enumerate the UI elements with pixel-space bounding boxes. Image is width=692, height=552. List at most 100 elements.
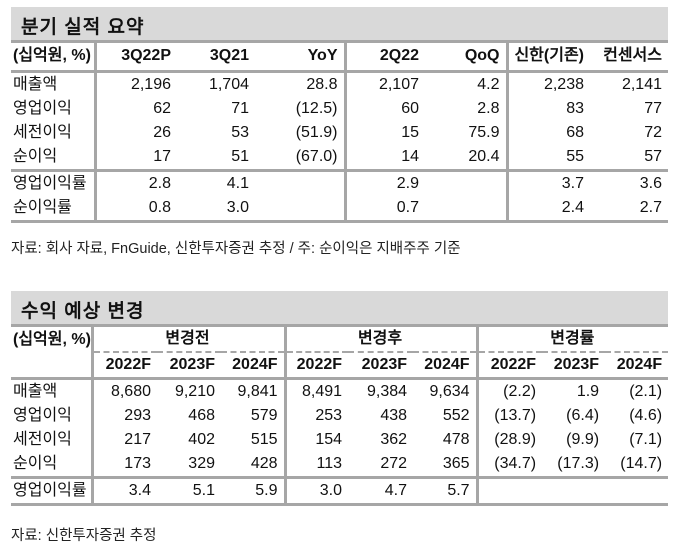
cell: 2,107 — [343, 71, 425, 97]
cell: 428 — [221, 452, 286, 479]
cell: (12.5) — [295, 99, 338, 117]
col-header: 3Q21 — [177, 43, 255, 73]
group-header-before: 변경전 — [90, 327, 286, 353]
cell: 2.9 — [343, 170, 425, 196]
row-label: 매출액 — [13, 383, 58, 400]
table-row: 세전이익 26 53 (51.9) 15 75.9 68 72 — [11, 120, 668, 145]
row-label: 순이익률 — [11, 195, 95, 223]
group-header-change: 변경률 — [475, 327, 669, 353]
cell: 4.1 — [226, 174, 249, 192]
row-label: 매출액 — [13, 75, 58, 93]
cell: 55 — [505, 144, 590, 172]
table-row: 영업이익 62 71 (12.5) 60 2.8 83 77 — [11, 96, 668, 121]
year-header: 2023F — [348, 352, 414, 380]
cell: 3.4 — [90, 477, 157, 506]
cell: 253 — [283, 404, 349, 428]
table-row: 순이익 173 329 428 113 272 365 (34.7) (17.3… — [11, 452, 669, 479]
row-label: 순이익 — [11, 452, 92, 479]
cell: 71 — [231, 99, 249, 117]
group-header-after: 변경후 — [283, 327, 478, 353]
cell: 9,210 — [174, 383, 215, 400]
cell: 9,841 — [237, 383, 278, 400]
cell: (9.9) — [566, 431, 600, 448]
cell: 2,141 — [621, 75, 662, 93]
cell: 57 — [590, 144, 668, 172]
col-header: YoY — [255, 43, 345, 73]
cell: 5.7 — [413, 477, 478, 506]
cell: 62 — [93, 96, 177, 121]
cell — [425, 195, 507, 223]
col-header: 컨센서스 — [590, 43, 668, 73]
cell — [255, 170, 345, 196]
cell: 365 — [413, 452, 478, 479]
cell: 552 — [442, 407, 470, 424]
cell: 2.8 — [93, 170, 177, 196]
cell: (67.0) — [255, 144, 345, 172]
cell: 3.6 — [639, 174, 662, 192]
row-label: 세전이익 — [13, 123, 72, 141]
cell — [542, 477, 606, 506]
cell: (34.7) — [475, 452, 543, 479]
cell — [475, 477, 543, 506]
row-label: 세전이익 — [13, 431, 72, 448]
table1-title: 분기 실적 요약 — [21, 17, 145, 38]
cell: 438 — [380, 407, 408, 424]
cell: 75.9 — [468, 123, 500, 141]
cell: 28.8 — [306, 75, 338, 93]
row-label: 영업이익 — [13, 99, 72, 117]
margin-row: 영업이익률 2.8 4.1 2.9 3.7 3.6 — [11, 170, 668, 196]
cell: 72 — [644, 123, 662, 141]
table1-title-bar: 분기 실적 요약 — [11, 7, 668, 43]
row-label: 영업이익 — [13, 407, 72, 424]
cell: 468 — [188, 407, 215, 424]
cell: (7.1) — [629, 431, 663, 448]
table1-header-row: (십억원, %) 3Q22P 3Q21 YoY 2Q22 QoQ 신한(기존) … — [11, 43, 668, 73]
year-header: 2023F — [542, 352, 606, 380]
table-row: 세전이익 217 402 515 154 362 478 (28.9) (9.9… — [11, 428, 668, 452]
cell: (13.7) — [475, 404, 543, 428]
cell: 77 — [644, 99, 662, 117]
cell: 1.9 — [576, 383, 600, 400]
table-row: 영업이익 293 468 579 253 438 552 (13.7) (6.4… — [11, 404, 668, 428]
cell: 515 — [250, 431, 278, 448]
cell: 3.7 — [505, 170, 590, 196]
cell: (4.6) — [629, 407, 663, 424]
cell: (6.4) — [566, 407, 600, 424]
cell: (17.3) — [542, 452, 606, 479]
unit-label: (십억원, %) — [13, 330, 91, 348]
cell — [255, 195, 345, 223]
table-row: 매출액 2,196 1,704 28.8 2,107 4.2 2,238 2,1… — [11, 71, 668, 97]
cell: 2.7 — [590, 195, 668, 223]
cell: 60 — [343, 96, 425, 121]
cell: 17 — [93, 144, 177, 172]
cell: 26 — [93, 120, 177, 145]
year-header: 2022F — [475, 352, 543, 380]
cell: 579 — [250, 407, 278, 424]
year-header: 2024F — [413, 352, 478, 380]
cell: (14.7) — [605, 452, 669, 479]
cell: 8,680 — [90, 378, 157, 404]
cell: 0.8 — [93, 195, 177, 223]
cell: 51 — [177, 144, 255, 172]
cell: 478 — [442, 431, 470, 448]
year-header: 2024F — [605, 352, 669, 380]
cell: (51.9) — [295, 123, 338, 141]
table-row: 매출액 8,680 9,210 9,841 8,491 9,384 9,634 … — [11, 378, 668, 404]
row-label: 영업이익률 — [11, 477, 92, 506]
cell: 154 — [283, 428, 349, 452]
table1-source-note: 자료: 회사 자료, FnGuide, 신한투자증권 추정 / 주: 순이익은 … — [11, 241, 461, 257]
cell: 8,491 — [283, 378, 349, 404]
cell: 2.8 — [477, 99, 500, 117]
cell: 0.7 — [343, 195, 425, 223]
cell: 15 — [343, 120, 425, 145]
cell: (2.2) — [475, 378, 543, 404]
quarterly-results-table: (십억원, %) 3Q22P 3Q21 YoY 2Q22 QoQ 신한(기존) … — [11, 43, 668, 223]
cell: (2.1) — [629, 383, 663, 400]
cell: 402 — [188, 431, 215, 448]
cell: 3.0 — [177, 195, 255, 223]
cell: 9,634 — [429, 383, 470, 400]
cell: 5.1 — [157, 477, 221, 506]
cell: 20.4 — [425, 144, 507, 172]
cell: 5.9 — [221, 477, 286, 506]
table2-source-note: 자료: 신한투자증권 추정 — [11, 528, 157, 544]
